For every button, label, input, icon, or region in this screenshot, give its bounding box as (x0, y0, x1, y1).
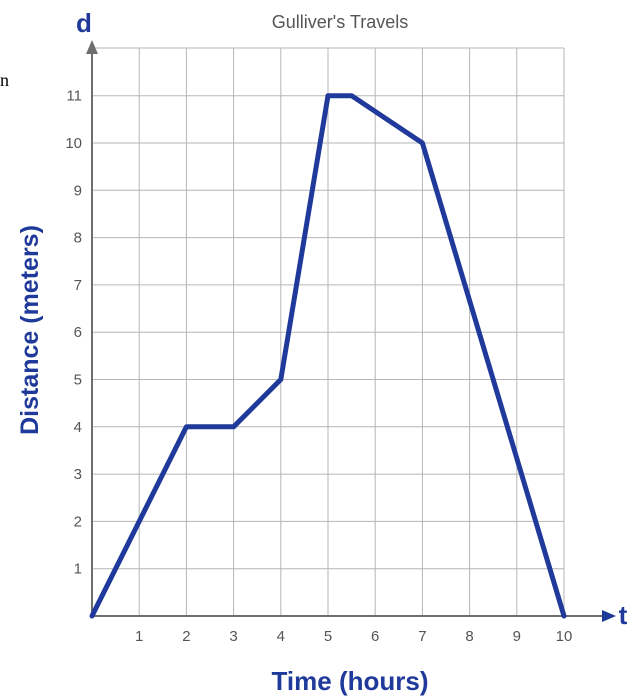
y-tick-label: 1 (74, 561, 82, 578)
y-axis-arrow (86, 40, 98, 54)
x-axis-letter: t (619, 600, 628, 630)
y-tick-label: 3 (74, 466, 82, 483)
y-axis-title: Distance (meters) (16, 225, 44, 435)
x-tick-label: 1 (135, 628, 143, 645)
data-series (89, 93, 567, 619)
y-tick-label: 8 (74, 230, 82, 247)
y-tick-label: 2 (74, 513, 82, 530)
y-tick-label: 10 (65, 135, 82, 152)
x-axis-arrow (602, 610, 616, 622)
x-tick-label: 7 (418, 628, 426, 645)
y-tick-label: 9 (74, 182, 82, 199)
y-tick-label: 7 (74, 277, 82, 294)
x-tick-label: 6 (371, 628, 379, 645)
x-tick-label: 9 (513, 628, 521, 645)
x-axis-title: Time (hours) (272, 666, 429, 696)
x-tick-label: 5 (324, 628, 332, 645)
y-axis-letter: d (76, 8, 92, 38)
y-tick-label: 6 (74, 324, 82, 341)
x-tick-label: 8 (465, 628, 473, 645)
grid (92, 47, 565, 616)
axes (86, 40, 616, 622)
chart-title: Gulliver's Travels (272, 12, 408, 32)
y-axis-ticks: 1 2 3 4 5 6 7 8 9 10 11 (65, 88, 82, 578)
y-tick-label: 5 (74, 372, 82, 389)
x-tick-label: 3 (229, 628, 237, 645)
x-axis-ticks: 1 2 3 4 5 6 7 8 9 10 (135, 628, 572, 645)
x-tick-label: 2 (182, 628, 190, 645)
y-tick-label: 11 (66, 88, 82, 105)
x-tick-label: 4 (277, 628, 285, 645)
y-tick-label: 4 (74, 419, 82, 436)
series-line (89, 93, 567, 619)
x-tick-label: 10 (556, 628, 573, 645)
stray-text-fragment: n (0, 70, 9, 90)
